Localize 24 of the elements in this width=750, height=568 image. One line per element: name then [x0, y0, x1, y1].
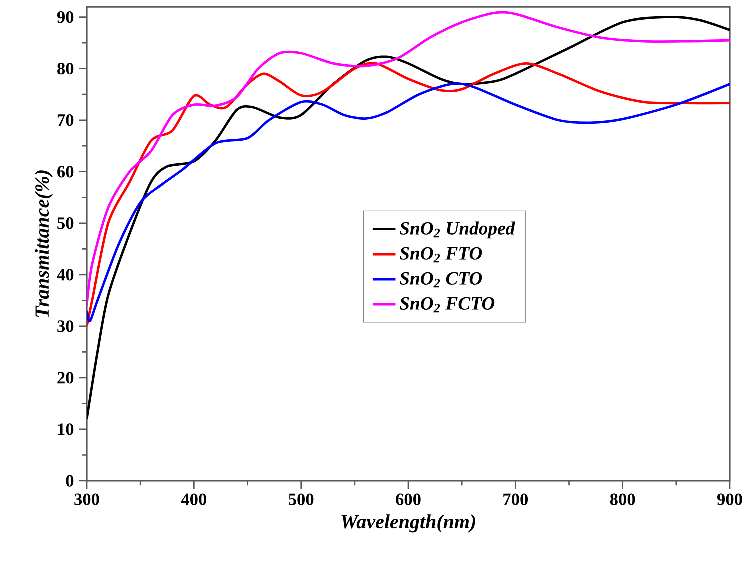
- legend-label: SnO$_{2}$ FCTO: [400, 297, 495, 313]
- y-tick-label: 40: [57, 269, 74, 281]
- y-tick-label: 10: [58, 424, 74, 436]
- x-tick-label: 700: [504, 494, 528, 506]
- x-tick-label: 900: [717, 494, 742, 506]
- x-tick-label: 800: [610, 494, 636, 506]
- y-tick-label: 50: [58, 218, 74, 230]
- legend-label: SnO$_{2}$ Undoped: [400, 222, 516, 239]
- y-tick-label: 20: [58, 372, 74, 384]
- x-tick-label: 600: [396, 494, 421, 506]
- y-tick-label: 30: [58, 320, 74, 332]
- y-tick-label: 90: [57, 11, 74, 24]
- x-tick-label: 300: [74, 494, 100, 506]
- line-series: [87, 16, 730, 420]
- y-tick-label: 70: [58, 114, 74, 126]
- y-tick-label: 60: [58, 166, 74, 178]
- x-tick-label: 400: [181, 494, 207, 506]
- y-tick-label: 0: [66, 475, 74, 487]
- x-tick-label: 500: [289, 494, 314, 506]
- y-tick-label: 80: [58, 62, 74, 75]
- x-axis-title: Wavelength(nm): [342, 514, 476, 533]
- legend-label: SnO$_{2}$ CTO: [400, 272, 482, 288]
- y-axis-title: Transmittance(%): [35, 170, 54, 318]
- legend-label: SnO$_{2}$ FTO: [400, 247, 482, 263]
